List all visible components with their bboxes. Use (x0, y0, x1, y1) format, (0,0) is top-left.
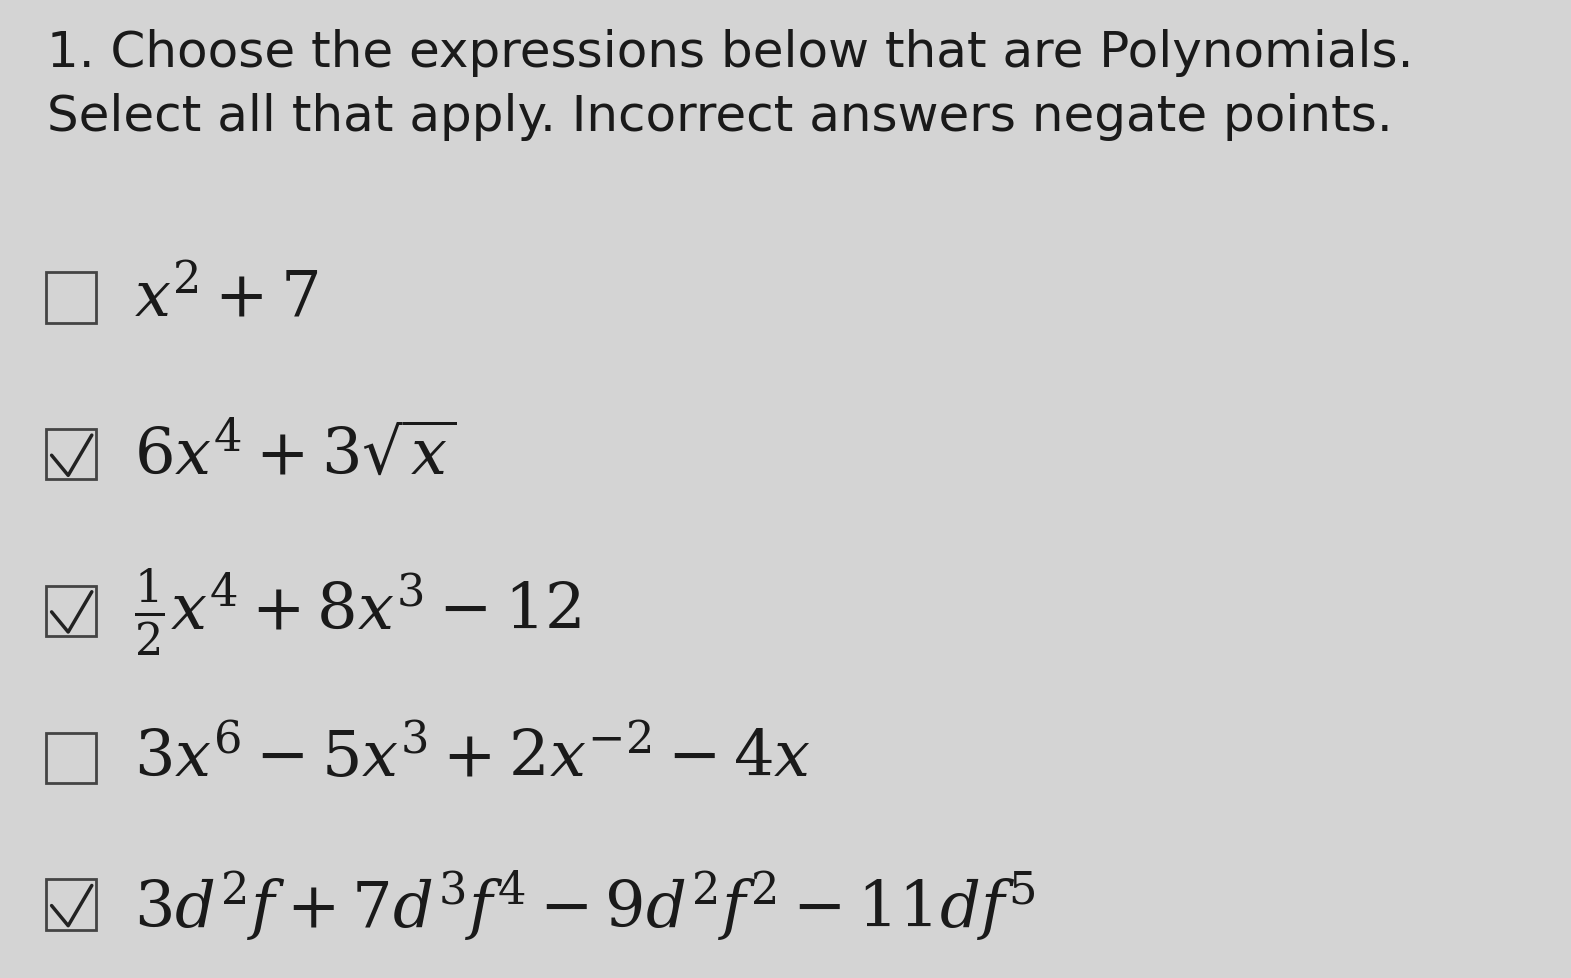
Text: 1. Choose the expressions below that are Polynomials.: 1. Choose the expressions below that are… (47, 29, 1414, 77)
Text: $3d^2f+7d^3f^4-9d^2f^2-11df^5$: $3d^2f+7d^3f^4-9d^2f^2-11df^5$ (134, 867, 1035, 942)
Text: $\frac{1}{2}x^4+8x^3-12$: $\frac{1}{2}x^4+8x^3-12$ (134, 565, 581, 657)
Text: $3x^6-5x^3+2x^{-2}-4x$: $3x^6-5x^3+2x^{-2}-4x$ (134, 727, 811, 789)
Text: $x^2+7$: $x^2+7$ (134, 267, 319, 330)
Text: $6x^4+3\sqrt{x}$: $6x^4+3\sqrt{x}$ (134, 423, 456, 486)
Text: Select all that apply. Incorrect answers negate points.: Select all that apply. Incorrect answers… (47, 93, 1393, 141)
